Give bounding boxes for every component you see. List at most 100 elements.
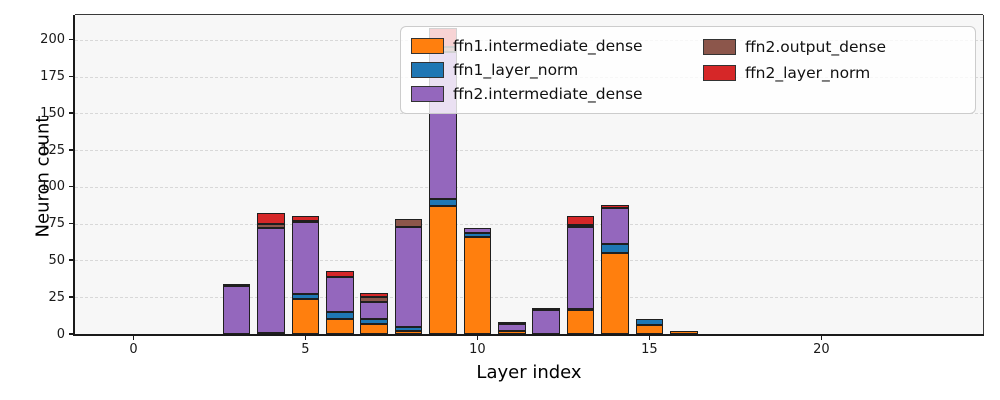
bar-segment-ffn1.intermediate_dense [635, 325, 664, 334]
bar-layer-7 [360, 292, 388, 334]
bar-layer-3 [222, 283, 251, 334]
bar-segment-ffn2.intermediate_dense [532, 310, 560, 334]
bar-segment-ffn1_layer_norm [394, 326, 423, 332]
legend-column: ffn2.output_dense ffn2_layer_norm [703, 34, 886, 106]
legend-label: ffn2.output_dense [745, 38, 886, 56]
bar-segment-ffn1.intermediate_dense [429, 206, 457, 334]
y-tick [69, 75, 75, 78]
bar-segment-ffn2_layer_norm [257, 213, 285, 224]
bar-segment-ffn1.intermediate_dense [291, 298, 320, 334]
axis-spine-left [73, 15, 75, 336]
gridline-y-25 [75, 297, 983, 299]
y-tick-label: 100 [40, 179, 65, 195]
bar-segment-ffn1_layer_norm [360, 319, 388, 324]
bar-segment-ffn2.intermediate_dense [326, 276, 354, 312]
bar-segment-ffn1_layer_norm [601, 244, 629, 254]
bar-layer-15 [635, 319, 664, 334]
y-tick [69, 112, 75, 114]
y-tick [69, 149, 75, 151]
bar-segment-ffn2_layer_norm [326, 270, 354, 277]
bar-layer-13 [566, 216, 595, 334]
bar-segment-ffn2.intermediate_dense [222, 285, 251, 334]
bar-segment-ffn1.intermediate_dense [360, 323, 388, 334]
y-tick [69, 296, 75, 298]
x-tick [648, 334, 651, 340]
bar-layer-11 [498, 321, 526, 334]
x-tick-label: 0 [129, 342, 138, 357]
y-tick [69, 333, 75, 335]
axis-spine-top [75, 14, 983, 15]
bar-layer-6 [326, 270, 354, 334]
legend-swatch-ffn2_layer_norm [703, 65, 736, 81]
bar-segment-ffn2.intermediate_dense [360, 301, 388, 320]
x-tick-label: 20 [813, 342, 830, 357]
bar-layer-4 [257, 213, 285, 334]
bar-segment-ffn2.output_dense [257, 223, 285, 229]
legend-swatch-ffn1.intermediate_dense [411, 38, 444, 54]
bar-segment-ffn2.intermediate_dense [257, 228, 285, 333]
legend-swatch-ffn2.intermediate_dense [411, 86, 444, 102]
bar-segment-ffn2.intermediate_dense [566, 226, 595, 310]
bar-segment-ffn2_layer_norm [601, 204, 629, 208]
legend-item: ffn1_layer_norm [411, 59, 703, 81]
bar-segment-ffn2.output_dense [360, 297, 388, 302]
bar-segment-ffn2_layer_norm [291, 216, 320, 221]
y-tick-label: 0 [56, 326, 65, 342]
bar-segment-ffn2.output_dense [394, 219, 423, 227]
bar-segment-ffn1_layer_norm [326, 311, 354, 320]
bar-segment-ffn1_layer_norm [291, 294, 320, 299]
bar-segment-ffn1.intermediate_dense [463, 236, 492, 334]
x-tick [304, 334, 307, 340]
y-tick-label: 50 [48, 252, 65, 268]
y-tick [69, 259, 75, 261]
legend-swatch-ffn1_layer_norm [411, 62, 444, 78]
bar-segment-ffn1_layer_norm [635, 319, 664, 326]
bar-segment-ffn1.intermediate_dense [601, 253, 629, 334]
bar-segment-ffn2.intermediate_dense [463, 228, 492, 233]
legend: ffn1.intermediate_dense ffn1_layer_norm ff… [400, 26, 976, 114]
bar-layer-16 [670, 331, 698, 334]
y-tick [69, 38, 75, 41]
bar-segment-ffn2.intermediate_dense [291, 222, 320, 295]
legend-label: ffn1.intermediate_dense [453, 37, 643, 55]
bar-segment-ffn1.intermediate_dense [394, 331, 423, 334]
legend-label: ffn2_layer_norm [745, 64, 871, 82]
bar-segment-ffn2_layer_norm [532, 307, 560, 311]
legend-swatch-ffn2.output_dense [703, 39, 736, 55]
axis-spine-right [983, 15, 984, 334]
bar-layer-5 [291, 216, 320, 334]
legend-item: ffn2.intermediate_dense [411, 83, 703, 105]
gridline-y-75 [75, 223, 983, 225]
y-tick [69, 222, 75, 225]
bar-segment-ffn2.intermediate_dense [601, 207, 629, 245]
y-tick-label: 25 [48, 289, 65, 305]
bar-segment-ffn2.output_dense [498, 321, 526, 324]
bar-segment-ffn2_layer_norm [566, 216, 595, 226]
bar-segment-ffn1.intermediate_dense [670, 331, 698, 334]
y-tick-label: 175 [40, 69, 65, 85]
x-tick-label: 10 [469, 342, 486, 357]
gridline-y-100 [75, 186, 983, 188]
legend-label: ffn2.intermediate_dense [453, 85, 643, 103]
bar-segment-ffn1.intermediate_dense [498, 331, 526, 334]
y-tick-label: 200 [40, 32, 65, 48]
y-tick-label: 150 [40, 105, 65, 121]
bar-layer-8 [394, 219, 423, 334]
legend-label: ffn1_layer_norm [453, 61, 579, 79]
bar-segment-ffn1_layer_norm [463, 232, 492, 237]
x-tick [132, 334, 135, 340]
x-tick-label: 15 [641, 342, 658, 357]
y-tick-label: 125 [40, 142, 65, 158]
y-tick [69, 185, 75, 188]
bar-segment-ffn2.intermediate_dense [498, 323, 526, 332]
x-tick [476, 334, 479, 340]
legend-item: ffn2.output_dense [703, 35, 886, 59]
axis-spine-bottom [73, 334, 984, 336]
gridline-y-50 [75, 260, 983, 262]
bar-layer-14 [601, 204, 629, 334]
y-tick-label: 75 [48, 216, 65, 232]
bar-segment-ffn1.intermediate_dense [566, 310, 595, 334]
x-tick-label: 5 [301, 342, 310, 357]
